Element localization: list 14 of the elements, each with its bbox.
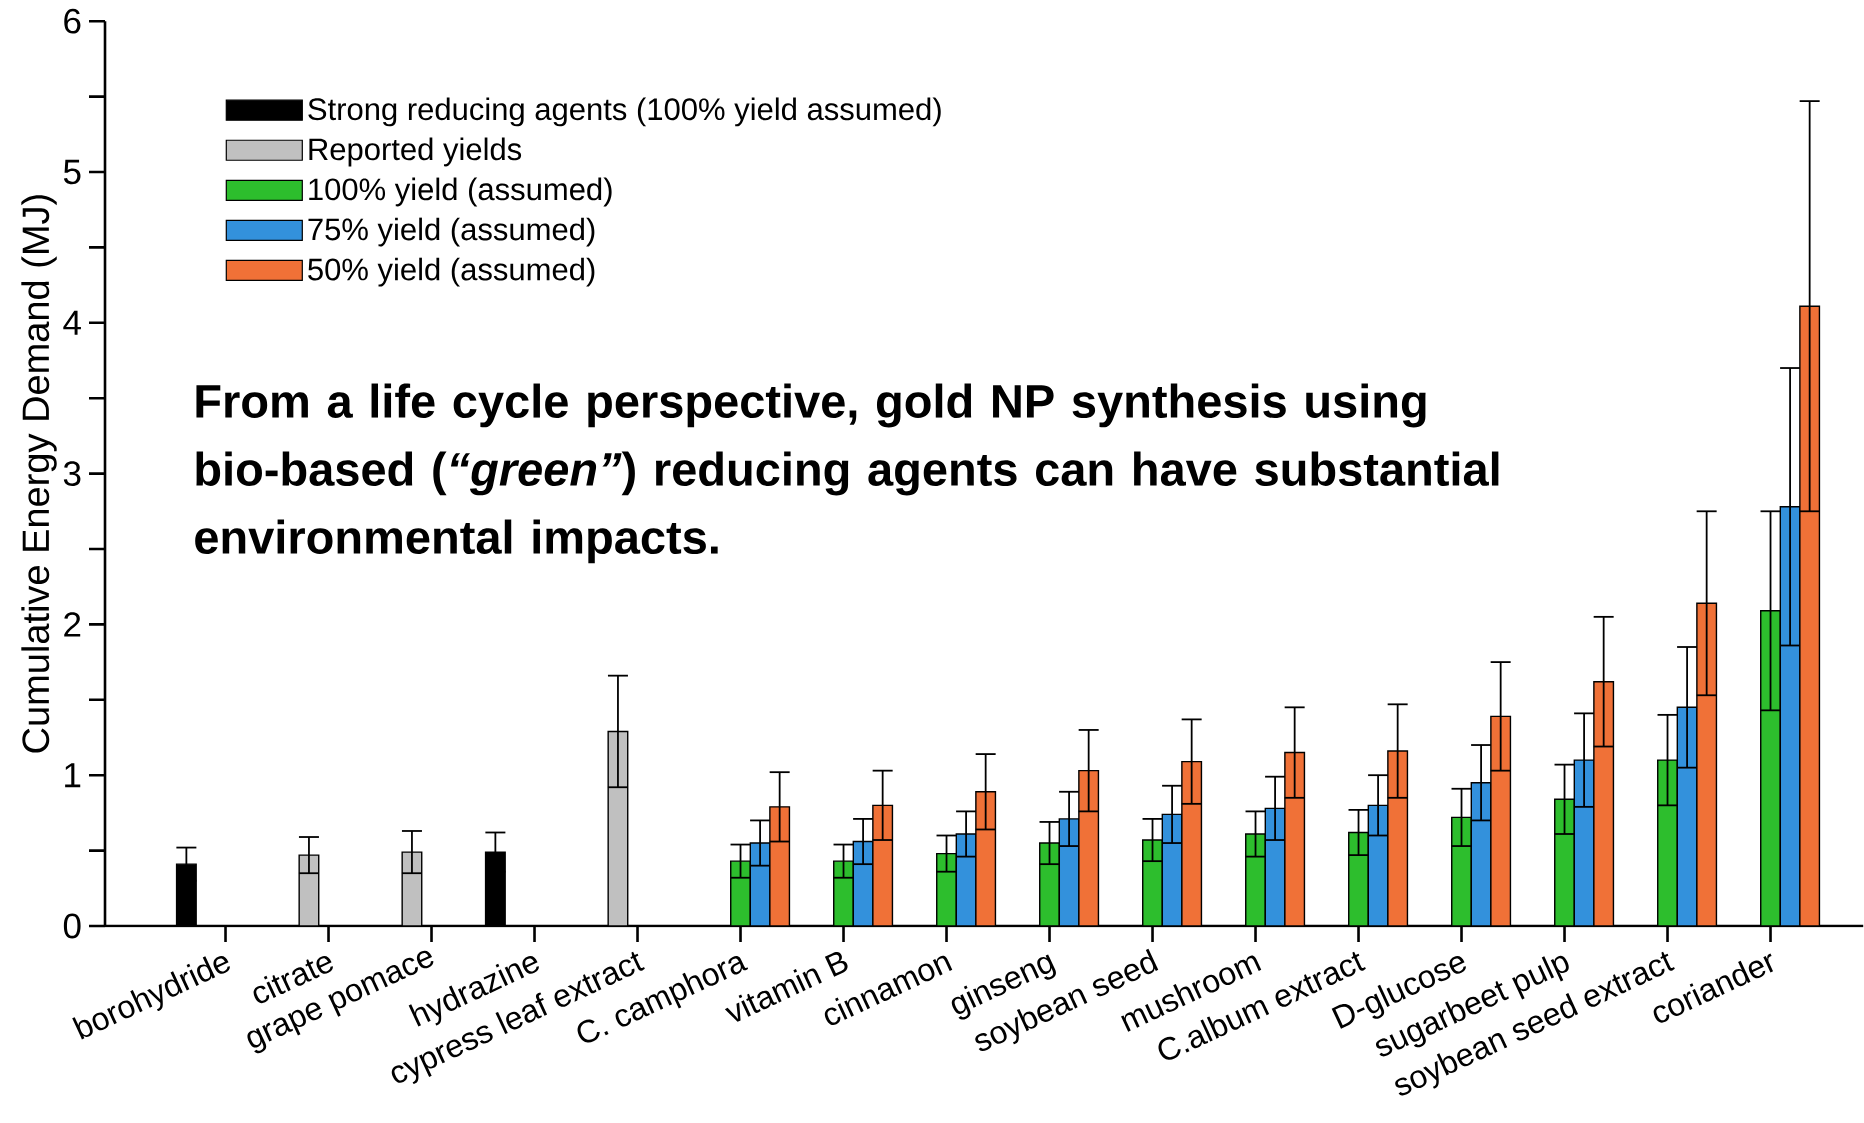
legend-label: 50% yield (assumed) — [308, 257, 595, 287]
y-axis-title: Cumulative Energy Demand (MJ) — [21, 195, 57, 753]
y-tick-label: 2 — [64, 612, 81, 637]
y-tick-label: 4 — [63, 310, 81, 335]
y-tick-label: 0 — [63, 913, 81, 939]
annotation: From a life cycle perspective, gold NP synthesis using bio-based (“green”) reducing agents can have substantial environmental impacts. — [195, 383, 1499, 564]
y-tick-label: 6 — [64, 8, 81, 34]
y-tick-label: 1 — [65, 763, 81, 788]
legend-label: Reported yields — [309, 137, 522, 167]
legend-label: Strong reducing agents (100% yield assumed) — [308, 97, 941, 127]
y-tick-label: 5 — [63, 159, 81, 185]
y-tick-label: 3 — [63, 461, 81, 486]
legend-label: 100% yield (assumed) — [309, 177, 612, 207]
legend-label: 75% yield (assumed) — [308, 217, 595, 247]
